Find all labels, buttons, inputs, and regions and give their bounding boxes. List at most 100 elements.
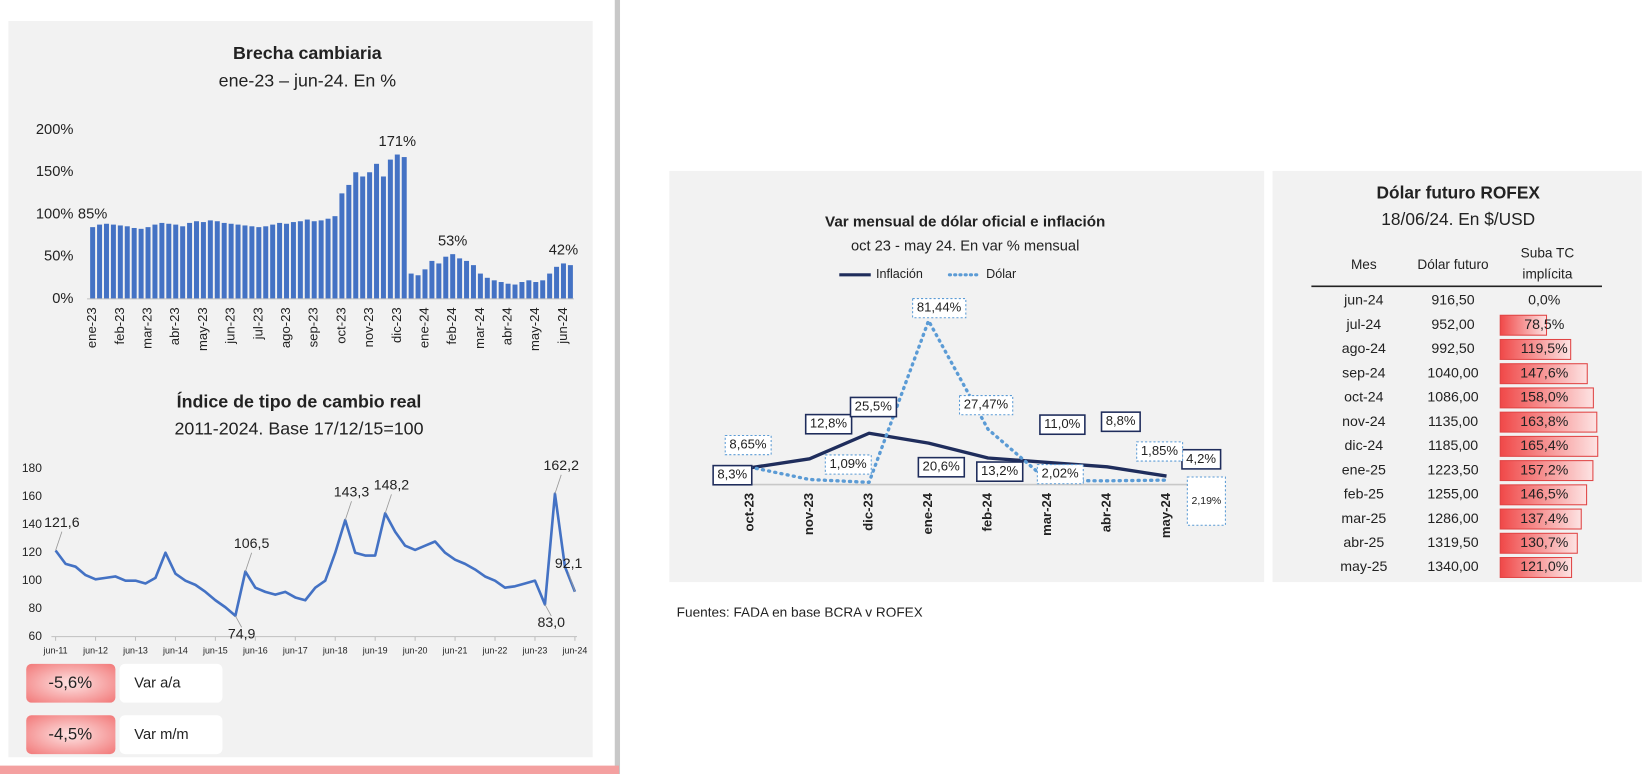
bar: [173, 224, 179, 299]
data-label: 1,85%: [1141, 443, 1179, 458]
data-label: 162,2: [544, 458, 580, 474]
data-bar: [1499, 387, 1594, 409]
table-cell: 119,5%: [1521, 341, 1568, 357]
bar: [256, 227, 262, 299]
bar: [152, 224, 158, 299]
bar: [443, 256, 449, 299]
x-tick-label: nov-23: [361, 307, 376, 347]
table-header: Mes: [1351, 257, 1377, 272]
data-label: 11,0%: [1044, 416, 1081, 431]
table-cell: jul-24: [1346, 317, 1382, 333]
x-tick-label: jul-23: [250, 307, 265, 340]
table-cell: may-25: [1340, 559, 1387, 575]
bar: [194, 221, 199, 299]
data-label: 8,65%: [729, 437, 767, 452]
leader-line: [554, 474, 562, 494]
bottom-strip: [0, 765, 619, 774]
table-cell: jun-24: [1343, 293, 1383, 309]
bar: [519, 282, 525, 299]
table-cell: 1286,00: [1427, 511, 1478, 527]
x-tick-label: jun-20: [402, 646, 428, 656]
table-cell: 137,4%: [1520, 511, 1568, 527]
x-tick-label: may-24: [527, 307, 542, 351]
bar: [353, 172, 359, 299]
indicator-box: [26, 663, 116, 703]
bar: [228, 223, 234, 299]
x-tick-label: ene-23: [84, 307, 99, 348]
data-bar: [1499, 460, 1594, 482]
data-label: 106,5: [234, 536, 270, 552]
indicator-label-box: [119, 663, 223, 703]
chart-title: Índice de tipo de cambio real: [177, 390, 422, 411]
x-tick-label: sep-23: [306, 307, 321, 347]
bar: [138, 228, 144, 299]
table-cell: 1185,00: [1428, 438, 1478, 454]
bar: [304, 219, 310, 299]
bar: [325, 218, 331, 299]
table-cell: 130,7%: [1520, 535, 1568, 551]
table-cell: abr-25: [1343, 535, 1384, 551]
divider: [614, 0, 621, 774]
bar: [429, 260, 435, 299]
x-tick-label: ene-24: [416, 307, 431, 348]
data-label: 83,0: [537, 615, 565, 631]
label-box: [804, 413, 853, 435]
label-box: [1039, 414, 1086, 436]
data-bar: [1499, 435, 1599, 457]
bar: [339, 193, 345, 299]
bar: [457, 258, 463, 299]
bar: [159, 222, 165, 299]
x-tick-label: oct-23: [333, 307, 348, 343]
data-label: 20,6%: [923, 459, 961, 474]
bar: [221, 222, 227, 299]
label-box: [724, 434, 772, 456]
x-tick-label: jun-16: [242, 646, 268, 656]
bar: [180, 226, 186, 299]
label-box: [917, 456, 966, 478]
table-cell: 992,50: [1431, 341, 1474, 357]
x-tick-label: nov-23: [801, 493, 816, 535]
chart-title: Brecha cambiaria: [233, 43, 383, 63]
label-box: [1186, 476, 1226, 526]
x-tick-label: dic-23: [861, 493, 876, 531]
data-bar: [1499, 314, 1548, 336]
bar: [484, 277, 490, 299]
data-bar: [1499, 363, 1588, 385]
data-label: 74,9: [228, 626, 256, 642]
x-tick-label: jun-13: [122, 646, 148, 656]
line-series: [748, 319, 1169, 485]
indicator-label-box: [119, 715, 223, 755]
x-tick-label: jun-24: [555, 307, 570, 344]
bar: [387, 159, 393, 299]
table-header: Dólar futuro: [1417, 257, 1488, 272]
line-series: [54, 492, 577, 618]
x-tick-label: mar-24: [472, 307, 487, 349]
bar: [318, 220, 324, 299]
leader-line: [384, 494, 392, 514]
data-bar: [1499, 338, 1572, 360]
x-tick-label: dic-23: [389, 307, 404, 343]
x-tick-label: ene-24: [920, 492, 935, 534]
data-label: 92,1: [555, 556, 583, 572]
bar: [360, 176, 366, 299]
x-tick-label: may-24: [1158, 492, 1173, 538]
x-tick-label: abr-24: [500, 307, 515, 345]
legend-label: Inflación: [876, 267, 923, 281]
y-tick-label: 100%: [36, 206, 74, 222]
bar: [200, 222, 206, 299]
label-box: [824, 454, 872, 475]
data-label: 148,2: [374, 478, 410, 494]
y-tick-label: 200%: [36, 122, 74, 138]
data-label: 4,2%: [1186, 451, 1216, 466]
table-cell: 165,4%: [1520, 438, 1568, 454]
bar: [346, 184, 352, 299]
chart-subtitle: 2011-2024. Base 17/12/15=100: [174, 419, 423, 439]
indicator-value: -5,6%: [48, 673, 92, 692]
table-cell: 147,6%: [1520, 365, 1568, 381]
bar: [422, 269, 428, 299]
bar: [284, 223, 290, 299]
bar: [249, 226, 255, 299]
x-tick-label: oct-23: [742, 493, 757, 532]
y-tick-label: 80: [29, 601, 43, 615]
data-label: 8,3%: [717, 467, 747, 482]
